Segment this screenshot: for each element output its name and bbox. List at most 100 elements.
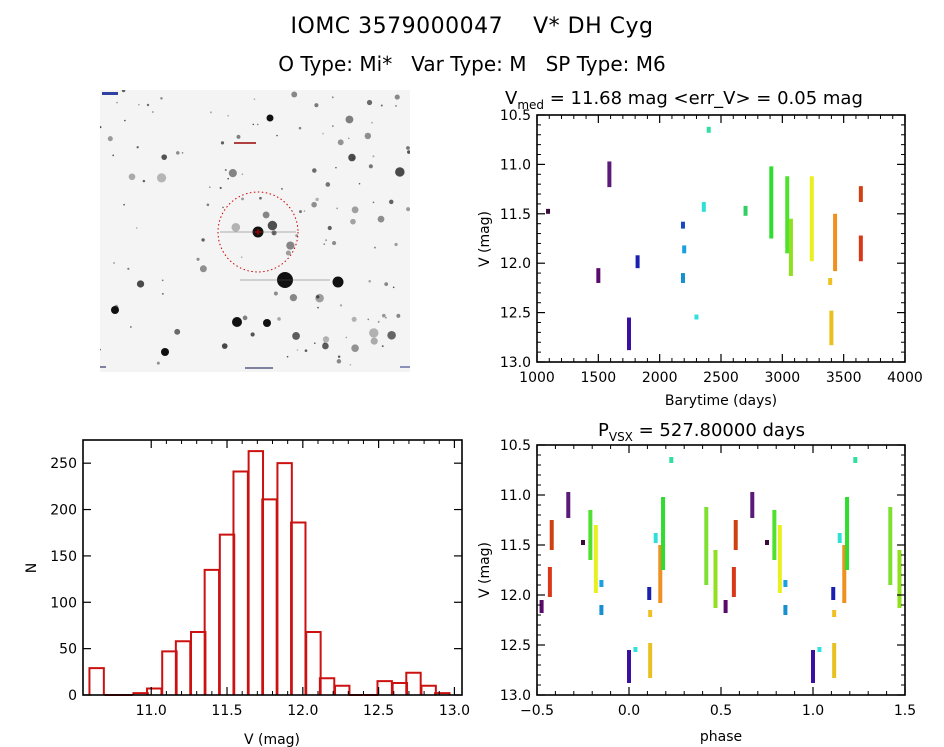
lightcurve-plot: Vmed = 11.68 mag <err_V> = 0.05 mag 1000… bbox=[477, 88, 923, 409]
phased-point-group bbox=[549, 520, 554, 550]
histogram-bar bbox=[391, 681, 409, 695]
phased-point-group bbox=[588, 510, 593, 560]
star bbox=[113, 262, 115, 264]
lightcurve-point-group bbox=[829, 310, 834, 346]
star bbox=[313, 342, 316, 345]
histogram-bar bbox=[174, 640, 192, 695]
star bbox=[160, 97, 163, 100]
star bbox=[231, 223, 241, 232]
star bbox=[337, 139, 344, 146]
star bbox=[368, 164, 373, 169]
star bbox=[250, 332, 255, 337]
lightcurve-title: Vmed = 11.68 mag <err_V> = 0.05 mag bbox=[505, 88, 863, 112]
star bbox=[136, 146, 139, 149]
phased-point-group bbox=[888, 507, 893, 585]
phased-point-group bbox=[897, 550, 902, 608]
star bbox=[368, 279, 372, 283]
phased-point-group bbox=[772, 510, 777, 560]
star bbox=[286, 355, 289, 358]
phased-title: PVSX = 527.80000 days bbox=[598, 420, 805, 444]
histogram-bar bbox=[318, 677, 336, 695]
lightcurve-point-group bbox=[694, 314, 699, 320]
bright-star bbox=[111, 306, 119, 314]
star bbox=[349, 363, 352, 366]
lightcurve-ytick-label: 11.5 bbox=[500, 207, 531, 223]
star bbox=[136, 280, 145, 288]
phased-xtick-label: 0.5 bbox=[710, 703, 732, 719]
histogram-ytick-label: 200 bbox=[50, 503, 77, 519]
lightcurve-point-group bbox=[680, 273, 685, 283]
star bbox=[381, 345, 384, 348]
phased-title-rest: = 527.80000 days bbox=[633, 420, 805, 441]
histogram-xtick-label: 11.5 bbox=[211, 703, 242, 719]
star bbox=[351, 316, 357, 322]
phased-point-group bbox=[539, 600, 544, 613]
star bbox=[358, 182, 361, 185]
histogram-xtick-label: 13.0 bbox=[439, 703, 470, 719]
star bbox=[236, 134, 241, 139]
star bbox=[289, 294, 298, 302]
histogram-xlabel: V (mag) bbox=[244, 732, 300, 747]
lightcurve-point-group bbox=[785, 176, 790, 254]
phased-xtick-label: −0.5 bbox=[520, 703, 554, 719]
star bbox=[366, 99, 373, 106]
star bbox=[335, 166, 337, 169]
phased-point-group bbox=[731, 567, 736, 597]
star bbox=[116, 101, 118, 104]
star bbox=[222, 206, 224, 209]
lightcurve-xtick-label: 1000 bbox=[519, 370, 555, 386]
histogram-ytick-label: 100 bbox=[50, 595, 77, 611]
star bbox=[406, 146, 410, 150]
star bbox=[303, 210, 306, 212]
star bbox=[336, 207, 338, 210]
star bbox=[396, 313, 401, 318]
lightcurve-ytick-label: 11.0 bbox=[500, 157, 531, 173]
star bbox=[348, 137, 350, 140]
phased-point-group bbox=[842, 545, 847, 603]
star bbox=[350, 218, 356, 225]
lightcurve-point-group bbox=[706, 126, 711, 133]
star bbox=[276, 134, 278, 137]
star bbox=[337, 355, 341, 358]
star bbox=[142, 179, 146, 183]
histogram-bar bbox=[305, 630, 322, 695]
lightcurve-point-group bbox=[701, 201, 706, 212]
phased-point-group bbox=[661, 497, 666, 570]
lightcurve-point-group bbox=[788, 218, 793, 277]
phased-point-group bbox=[653, 533, 658, 543]
star bbox=[370, 337, 378, 345]
star bbox=[371, 121, 373, 124]
lightcurve-point-group bbox=[833, 213, 838, 272]
histogram-bar bbox=[334, 684, 351, 695]
histogram-ytick-label: 150 bbox=[50, 549, 77, 565]
star bbox=[285, 250, 291, 256]
star bbox=[364, 132, 372, 140]
phased-point-group bbox=[547, 567, 552, 597]
star bbox=[394, 94, 400, 100]
compass-icon bbox=[400, 366, 410, 368]
histogram-frame bbox=[82, 439, 463, 696]
star bbox=[161, 154, 168, 160]
star bbox=[208, 186, 211, 189]
star bbox=[351, 344, 359, 352]
page-title: IOMC 3579000047 V* DH Cyg bbox=[290, 14, 654, 39]
star bbox=[138, 103, 140, 106]
lightcurve-point-group bbox=[680, 221, 685, 229]
star bbox=[292, 332, 300, 340]
phased-xtick-label: 0.0 bbox=[618, 703, 640, 719]
histogram-bar bbox=[376, 680, 393, 695]
star bbox=[241, 197, 244, 201]
histogram-plot: 11.0 11.5 12.0 12.5 13.0 0 50 100 150 200 250 V (m… bbox=[24, 439, 470, 747]
phased-point-group bbox=[750, 492, 755, 518]
phased-point-group bbox=[811, 650, 815, 683]
lightcurve-point-group bbox=[635, 255, 640, 269]
histogram-bar bbox=[405, 671, 422, 695]
phased-point-group bbox=[783, 580, 788, 587]
star bbox=[100, 126, 102, 129]
star bbox=[394, 242, 398, 247]
lightcurve-title-rest: = 11.68 mag <err_V> = 0.05 mag bbox=[544, 88, 863, 109]
phased-point-group bbox=[581, 540, 585, 545]
star bbox=[291, 91, 298, 98]
star bbox=[206, 203, 210, 207]
